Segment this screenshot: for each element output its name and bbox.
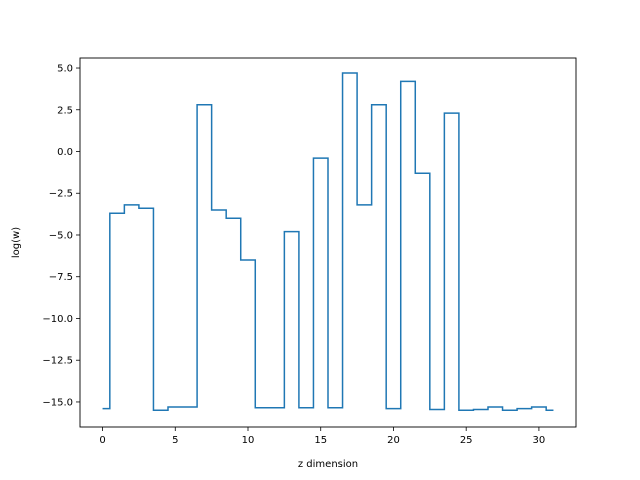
x-tick-label: 25 — [460, 435, 473, 446]
y-tick-label: −12.5 — [42, 356, 73, 367]
x-tick-label: 15 — [314, 435, 327, 446]
y-tick-label: −5.0 — [49, 230, 73, 241]
x-axis-label: z dimension — [298, 459, 358, 470]
plot-frame — [79, 57, 577, 428]
x-axis-ticks: 0 5 10 15 20 25 30 — [99, 427, 545, 446]
y-tick-label: −2.5 — [49, 189, 73, 200]
y-axis-ticks: 5.0 2.5 0.0 −2.5 −5.0 −7.5 −10.0 −12.5 −15.0 — [42, 64, 80, 408]
x-tick-label: 0 — [99, 435, 105, 446]
y-tick-label: −15.0 — [42, 397, 73, 408]
y-tick-label: 2.5 — [57, 105, 73, 116]
y-tick-label: −10.0 — [42, 314, 73, 325]
y-tick-label: 5.0 — [57, 64, 73, 75]
x-tick-label: 20 — [387, 435, 400, 446]
x-tick-label: 10 — [242, 435, 255, 446]
y-tick-label: 0.0 — [57, 147, 73, 158]
y-tick-label: −7.5 — [49, 272, 73, 283]
x-tick-label: 5 — [172, 435, 178, 446]
series-step-line — [102, 72, 554, 412]
y-axis-label: log(w) — [11, 227, 22, 258]
x-tick-label: 30 — [533, 435, 546, 446]
